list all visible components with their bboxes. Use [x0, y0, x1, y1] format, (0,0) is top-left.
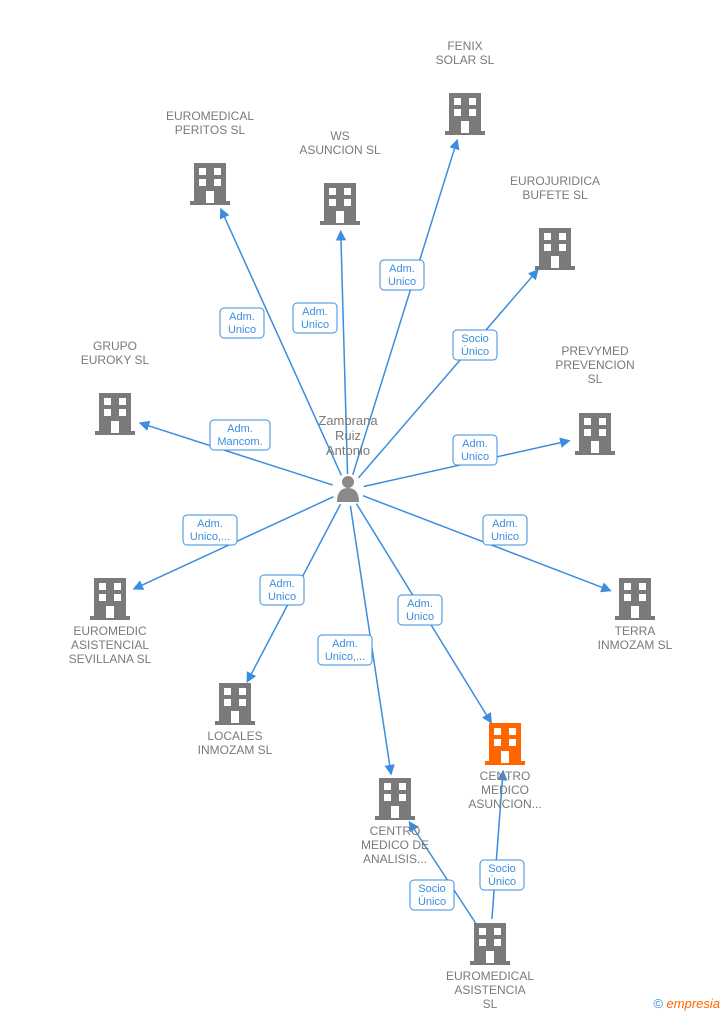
- company-label-line: CENTRO: [370, 824, 421, 838]
- edge-label: Adm.Mancom.: [210, 420, 270, 450]
- company-label-line: EUROJURIDICA: [510, 174, 600, 188]
- company-label-line: INMOZAM SL: [598, 638, 673, 652]
- edge-label-text: Adm.: [407, 598, 433, 610]
- company-label-line: SL: [483, 997, 498, 1011]
- company-label-line: PREVENCION: [555, 358, 634, 372]
- center-label-line: Zambrana: [318, 413, 378, 428]
- company-node: CENTROMEDICOASUNCION...: [468, 723, 541, 811]
- company-label-line: ASUNCION SL: [299, 143, 381, 157]
- edge-label: SocioÚnico: [453, 330, 497, 360]
- company-node: EUROMEDICALPERITOS SL: [166, 109, 254, 205]
- company-label-line: BUFETE SL: [522, 188, 588, 202]
- company-node: WSASUNCION SL: [299, 129, 381, 225]
- edge-label: Adm.Unico: [260, 575, 304, 605]
- company-label-line: WS: [330, 129, 349, 143]
- edge-label-text: Adm.: [197, 518, 223, 530]
- edge: [358, 270, 538, 478]
- edge-label-text: Único: [418, 895, 446, 908]
- company-label-line: MEDICO DE: [361, 838, 429, 852]
- company-label-line: ASISTENCIAL: [71, 638, 149, 652]
- edge-label-text: Adm.: [302, 306, 328, 318]
- company-label-line: MEDICO: [481, 783, 529, 797]
- edge-label: Adm.Unico: [380, 260, 424, 290]
- company-node: PREVYMEDPREVENCIONSL: [555, 344, 634, 455]
- company-label-line: GRUPO: [93, 339, 137, 353]
- edge-label-text: Unico: [406, 611, 434, 623]
- edge-label: SocioÚnico: [480, 860, 524, 890]
- company-label-line: EUROMEDICAL: [446, 969, 534, 983]
- edge-label-text: Único: [488, 875, 516, 888]
- company-node: EUROMEDICALASISTENCIASL: [446, 923, 534, 1011]
- edge-label-text: Socio: [461, 333, 489, 345]
- company-label-line: CENTRO: [480, 769, 531, 783]
- company-label-line: SOLAR SL: [436, 53, 495, 67]
- company-label-line: PREVYMED: [561, 344, 629, 358]
- company-label-line: FENIX: [447, 39, 482, 53]
- company-node: CENTROMEDICO DEANALISIS...: [361, 778, 429, 866]
- company-label-line: ASUNCION...: [468, 797, 541, 811]
- company-label-line: EUROKY SL: [81, 353, 150, 367]
- brand-name: empresia: [667, 996, 720, 1011]
- company-node: EUROJURIDICABUFETE SL: [510, 174, 600, 270]
- company-node: TERRAINMOZAM SL: [598, 578, 673, 652]
- edge-label-text: Adm.: [389, 263, 415, 275]
- copyright-symbol: ©: [653, 996, 663, 1011]
- edge-label: SocioÚnico: [410, 880, 454, 910]
- edge-label-text: Unico,...: [190, 531, 230, 543]
- footer-credit: © empresia: [653, 996, 720, 1011]
- company-node: EUROMEDICASISTENCIALSEVILLANA SL: [69, 578, 152, 666]
- edge-label-text: Adm.: [269, 578, 295, 590]
- edge-label: Adm.Unico: [398, 595, 442, 625]
- company-label-line: INMOZAM SL: [198, 743, 273, 757]
- company-label-line: EUROMEDICAL: [166, 109, 254, 123]
- edge-label-text: Adm.: [229, 311, 255, 323]
- company-label-line: EUROMEDIC: [73, 624, 147, 638]
- edge-label: Adm.Unico: [483, 515, 527, 545]
- edge-label-text: Unico: [461, 451, 489, 463]
- edge-label-text: Mancom.: [217, 436, 262, 448]
- edge-label: Adm.Unico,...: [318, 635, 372, 665]
- company-node: LOCALESINMOZAM SL: [198, 683, 273, 757]
- edge-label-text: Unico: [388, 276, 416, 288]
- edge-label-text: Unico: [491, 531, 519, 543]
- company-node: GRUPOEUROKY SL: [81, 339, 150, 435]
- center-person-node: ZambranaRuizAntonio: [318, 413, 378, 502]
- edge-label: Adm.Unico: [453, 435, 497, 465]
- center-label-line: Ruiz: [335, 428, 361, 443]
- center-label-line: Antonio: [326, 443, 370, 458]
- edge-label-text: Unico,...: [325, 651, 365, 663]
- company-label-line: SL: [588, 372, 603, 386]
- edge-label-text: Adm.: [492, 518, 518, 530]
- edge-label-text: Único: [461, 345, 489, 358]
- edge-label: Adm.Unico: [293, 303, 337, 333]
- edge-label-text: Unico: [228, 324, 256, 336]
- edge-label-text: Adm.: [462, 438, 488, 450]
- company-node: FENIXSOLAR SL: [436, 39, 495, 135]
- edge-label-text: Socio: [418, 883, 446, 895]
- edge-label: Adm.Unico: [220, 308, 264, 338]
- company-label-line: SEVILLANA SL: [69, 652, 152, 666]
- edge-label-text: Socio: [488, 863, 516, 875]
- network-diagram: Adm.UnicoAdm.UnicoAdm.UnicoSocioÚnicoAdm…: [0, 0, 728, 1015]
- edge-label-text: Adm.: [332, 638, 358, 650]
- company-label-line: ANALISIS...: [363, 852, 427, 866]
- edge-label-text: Unico: [268, 591, 296, 603]
- edge-label: Adm.Unico,...: [183, 515, 237, 545]
- edge-label-text: Unico: [301, 319, 329, 331]
- company-label-line: TERRA: [615, 624, 656, 638]
- company-label-line: PERITOS SL: [175, 123, 246, 137]
- company-label-line: LOCALES: [207, 729, 262, 743]
- company-label-line: ASISTENCIA: [454, 983, 525, 997]
- edge-label-text: Adm.: [227, 423, 253, 435]
